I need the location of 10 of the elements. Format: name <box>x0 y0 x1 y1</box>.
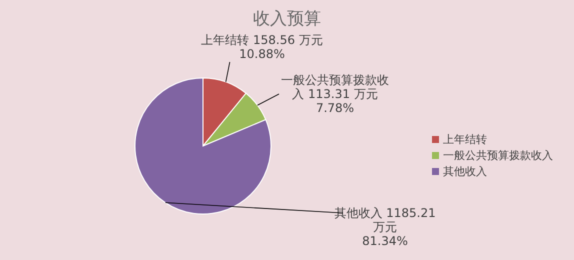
category-label: 上年结转 158.56 万元 <box>201 33 323 47</box>
text: 7.78% <box>316 101 354 115</box>
legend-label: 一般公共预算拨款收入 <box>443 149 553 162</box>
legend-label: 其他收入 <box>443 165 487 178</box>
legend-label: 上年结转 <box>443 133 487 146</box>
category-label: 一般公共预算拨款收入 113.31 万元 <box>281 73 389 101</box>
pie-slice <box>134 78 272 214</box>
text: 10.88% <box>239 47 285 61</box>
chart-title: 收入预算 <box>253 9 321 29</box>
text: 万元 81.34% <box>362 220 408 248</box>
